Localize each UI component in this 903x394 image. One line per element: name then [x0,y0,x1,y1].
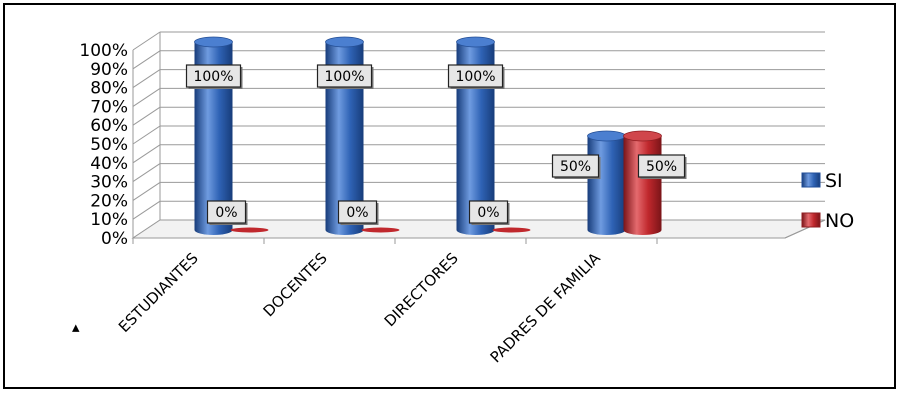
bar-no-1 [361,227,400,233]
svg-text:100%: 100% [193,69,233,85]
svg-text:SI: SI [825,170,843,192]
svg-text:50%: 50% [646,159,677,175]
svg-text:0%: 0% [346,205,368,221]
x-category-label: PADRES DE FAMILIA [487,249,605,367]
gridline-side [132,181,161,201]
y-tick-label: 100% [79,41,128,61]
data-label-si-2: 100% [447,64,505,89]
gridline-side [132,69,161,89]
y-tick-label: 70% [90,97,128,117]
chart-frame: 0% 10% 20% 30% 40% 50% 60% 70% 80% 90% 100% 100% 0%… [3,3,896,389]
bar-no-3 [623,130,662,235]
y-tick-label: 40% [90,154,128,174]
y-tick-label: 80% [90,79,128,99]
y-tick-label: 50% [90,135,128,155]
bar-no-2 [492,227,531,233]
data-label-no-1: 0% [337,200,379,225]
data-label-si-3: 50% [551,154,601,179]
data-label-no-0: 0% [206,200,248,225]
svg-text:0%: 0% [215,205,237,221]
y-tick-label: 10% [90,210,128,230]
y-tick-label: 90% [90,60,128,80]
gridline-side [132,200,161,220]
stray-mark: ▴ [72,318,80,336]
x-category-label: DIRECTORES [381,249,462,330]
gridline-side [132,125,161,145]
x-category-label: ESTUDIANTES [115,249,202,336]
svg-text:50%: 50% [560,159,591,175]
svg-text:0%: 0% [477,205,499,221]
svg-text:100%: 100% [324,69,364,85]
y-tick-label: 20% [90,191,128,211]
svg-text:100%: 100% [455,69,495,85]
legend-si: SI [801,170,843,192]
gridline-side [132,144,161,164]
bar-si-3 [587,130,626,235]
y-tick-label: 0% [101,229,128,249]
data-label-no-3: 50% [637,154,687,179]
data-label-si-0: 100% [185,64,243,89]
bar-chart: 0%10%20%30%40%50%60%70%80%90%100% 100%0%… [72,31,854,367]
gridline-side [132,50,161,70]
gridline-side [132,106,161,126]
legend-no: NO [801,210,854,232]
x-category-label: DOCENTES [260,249,331,320]
y-tick-label: 30% [90,173,128,193]
data-label-no-2: 0% [468,200,510,225]
gridline-side [132,87,161,107]
bar-no-0 [230,227,269,233]
data-label-si-1: 100% [316,64,374,89]
gridline-side [132,31,161,51]
svg-text:NO: NO [825,210,854,232]
y-tick-label: 60% [90,116,128,136]
gridline-side [132,163,161,183]
